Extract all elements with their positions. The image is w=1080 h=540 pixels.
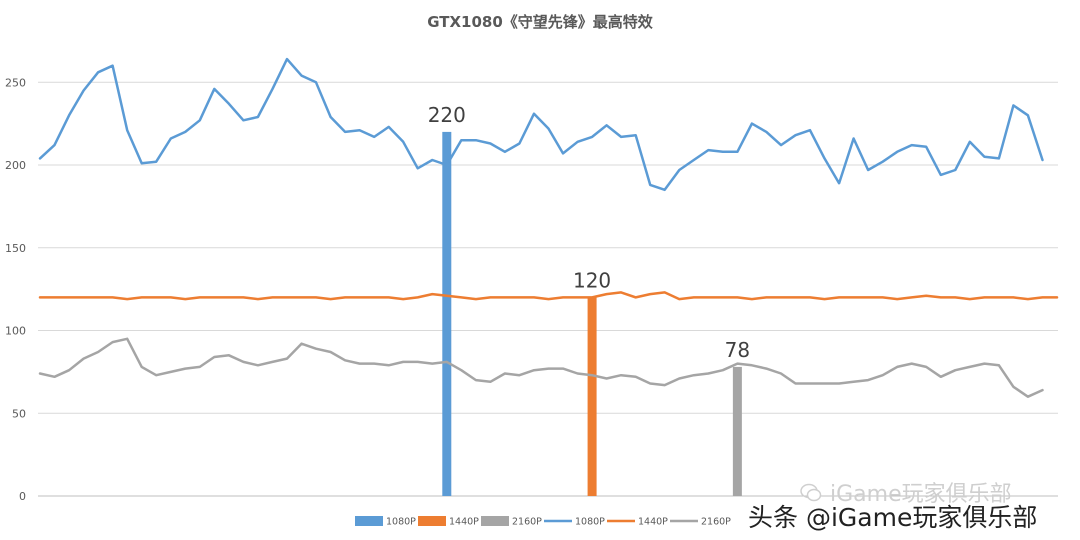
legend-label: 1440P: [638, 517, 668, 528]
bar-data-label: 120: [573, 268, 611, 292]
y-tick-label: 150: [5, 242, 26, 255]
legend-label: 1080P: [386, 517, 416, 528]
legend-swatch: [481, 516, 509, 526]
chart-title: GTX1080《守望先锋》最高特效: [427, 13, 654, 31]
faint-watermark: iGame玩家俱乐部: [800, 476, 1012, 508]
main-watermark: 头条 @iGame玩家俱乐部: [748, 503, 1038, 532]
legend-swatch: [418, 516, 446, 526]
series-line-1080P: [38, 57, 1044, 192]
y-tick-label: 0: [19, 490, 26, 503]
y-tick-label: 200: [5, 159, 26, 172]
legend-label: 1080P: [575, 517, 605, 528]
y-tick-label: 50: [12, 407, 26, 420]
gridlines: [38, 81, 1058, 497]
legend: 1080P 1440P 2160P 1080P 1440P 2160P: [355, 516, 731, 528]
bar-1080P: [442, 131, 452, 496]
y-tick-label: 250: [5, 76, 26, 89]
legend-label: 2160P: [512, 517, 542, 528]
bar-data-label: 220: [428, 103, 466, 127]
y-tick-label: 100: [5, 325, 26, 338]
legend-swatch: [355, 516, 383, 526]
y-axis: 0 50 100 150 200 250: [5, 76, 26, 503]
series-lines: [38, 57, 1059, 398]
bar-2160P: [732, 366, 742, 496]
legend-label: 2160P: [701, 517, 731, 528]
series-line-2160P: [38, 337, 1044, 398]
bar-1440P: [587, 297, 597, 496]
faint-watermark-text: iGame玩家俱乐部: [830, 482, 1012, 507]
wechat-icon: [800, 483, 822, 502]
series-line-1440P: [38, 291, 1059, 301]
bars: 220 120 78: [428, 103, 750, 496]
legend-label: 1440P: [449, 517, 479, 528]
bar-data-label: 78: [725, 338, 750, 362]
